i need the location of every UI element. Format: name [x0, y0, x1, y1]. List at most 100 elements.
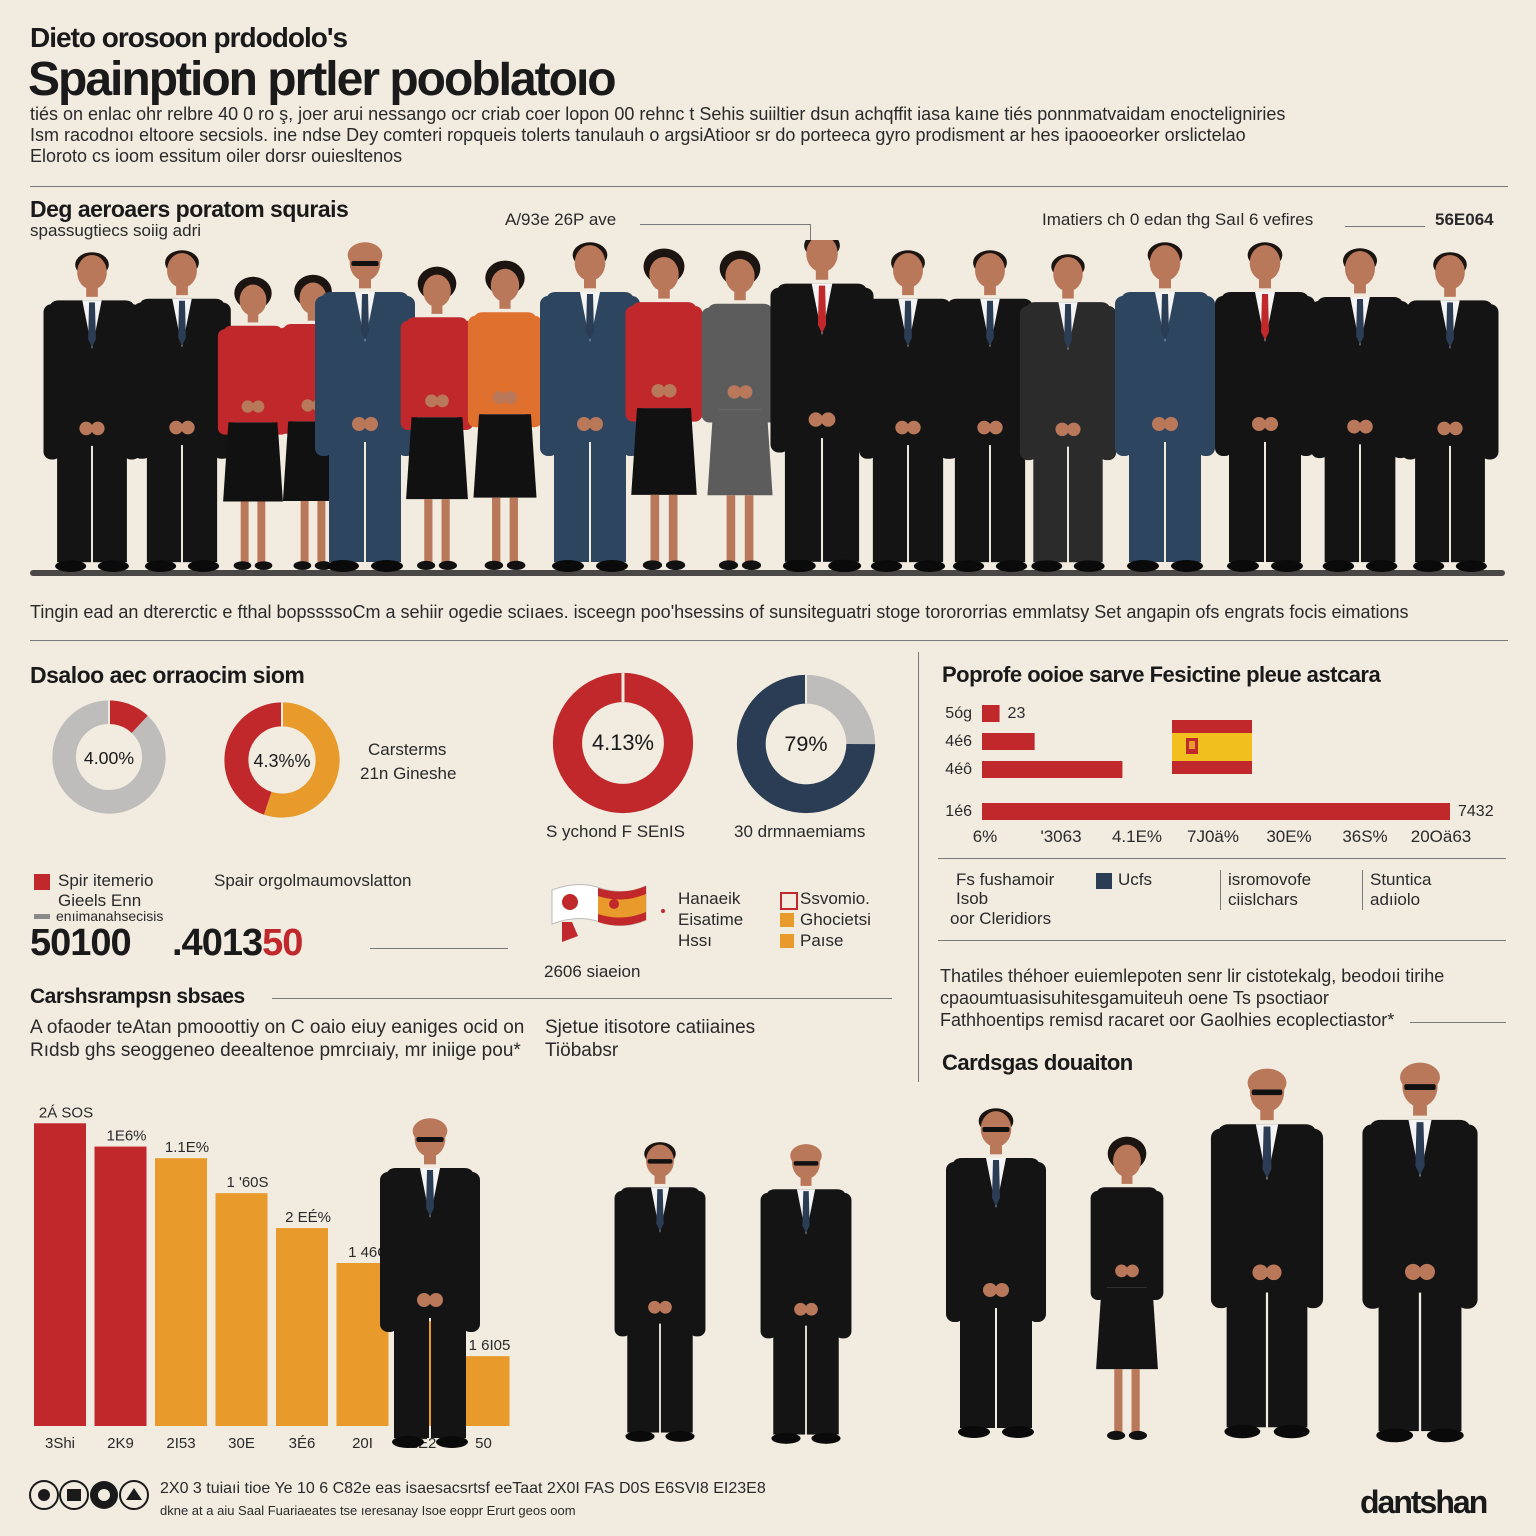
lower-person: [760, 1144, 852, 1444]
vbar-category-label: 20I: [352, 1435, 373, 1452]
people-heading: Deg aeroaers poratom squrais: [30, 196, 349, 222]
right-para-3: Fathhoentips remisd racaret oor Gaolhies…: [940, 1010, 1395, 1030]
stat-sublabel-1: Gieels Enn: [58, 891, 142, 910]
right-legend-swatch-navy: [1096, 873, 1112, 889]
right-legend-4b: adıiolo: [1370, 890, 1421, 909]
key-swatch-red: [780, 892, 798, 910]
vbar-value-label: 1E6%: [106, 1128, 146, 1145]
donut-chart-3: 4.13%: [552, 672, 694, 814]
hbar-x-tick: 36S%: [1342, 827, 1387, 846]
lower-left-heading-rule: [272, 998, 892, 999]
right-legend-1: Fs fushamoir: [956, 870, 1055, 889]
right-legend-3: isromovofe: [1228, 870, 1312, 889]
vbar-value-label: 1 46O: [348, 1244, 389, 1261]
vbar-bar: [215, 1193, 268, 1426]
people-caption: Tingin ead an dtererctic e fthal bopssss…: [30, 602, 1409, 622]
footer-line-1: 2X0 3 tuiaıi tioe Ye 10 6 C82e eas isaes…: [160, 1480, 766, 1497]
donut-4-label: 79%: [784, 731, 827, 756]
intro-line-1: tiés on enlac ohr relbre 40 0 ro ş, joer…: [30, 104, 1286, 124]
stat-legend-1: Spir itemerio: [58, 871, 154, 890]
vbar-category-label: 2K9: [107, 1435, 134, 1452]
hbar-bar: [982, 705, 1000, 722]
key-swatch-orange-2: [780, 934, 794, 948]
right-heading: Poprofe ooioe sarve Fesictine pleue astc…: [942, 662, 1381, 687]
page-title: Spainption prtler poobIatoıo: [28, 53, 617, 106]
vbar-category-label: 3É6: [289, 1435, 316, 1452]
lineup-person: [1019, 254, 1117, 572]
vbar-bar: [276, 1228, 328, 1426]
vbar-category-label: 30E: [228, 1435, 255, 1452]
hbar-bar: [982, 761, 1123, 778]
lower-person: [1090, 1136, 1164, 1440]
legend-swatch-red: [34, 874, 50, 890]
people-divider: [30, 640, 1508, 641]
right-legend-divider: [938, 940, 1506, 941]
footer-icon-1: [29, 1480, 59, 1510]
hbar-x-tick: 4.1E%: [1112, 827, 1162, 846]
big-value-2: .401350: [172, 922, 303, 965]
hbar-x-tick: 7J0ä%: [1187, 827, 1239, 846]
vbar-value-label: 1.1E%: [165, 1139, 209, 1156]
big-value-1: 50100: [30, 922, 132, 965]
hbar-x-tick: 6%: [973, 827, 998, 846]
key-3: Paıse: [800, 931, 844, 950]
header-divider: [30, 186, 1508, 187]
right-legend-4: Stuntica: [1370, 870, 1432, 889]
hbar-category-label: 5óg: [945, 705, 972, 722]
right-chart-divider: [938, 858, 1506, 859]
footer-icon-4: [119, 1480, 149, 1510]
donut-caption-2: 30 drmnaemiams: [734, 822, 866, 841]
lineup-person: [467, 260, 543, 570]
people-lineup: [30, 240, 1505, 576]
vbar-value-label: 2 EÉ%: [285, 1209, 331, 1226]
vbar-bar: [34, 1123, 86, 1426]
intro-line-3: Eloroto cs ioom essitum oiler dorsr ouie…: [30, 146, 403, 166]
flag-legend-1: Hanaeik: [678, 889, 741, 908]
lineup-person: [1310, 248, 1410, 572]
big-value-2-text: .4013: [172, 922, 263, 964]
donut-heading: Dsaloo aec orraocim siom: [30, 662, 305, 688]
lower-person: [1210, 1068, 1324, 1439]
right-para-2: cpaoumtuasisuhitesgamuiteuh oene Ts psoc…: [940, 988, 1329, 1008]
hbar-category-label: 1é6: [945, 803, 972, 820]
right-para-rule: [1410, 1022, 1506, 1023]
intro-line-2: Ism racodnoı eltoore secsiols. ine ndse …: [30, 125, 1246, 145]
vbar-bar: [336, 1263, 389, 1426]
key-1: Ssvomio.: [800, 889, 870, 908]
men-in-suits-group-right: [946, 1062, 1478, 1443]
stat-legend-2: Spair orgolmaumovslatton: [214, 871, 412, 890]
stat-underline: [370, 948, 508, 949]
lineup-person: [770, 240, 874, 573]
lower-person: [614, 1142, 706, 1442]
people-subheading: spassugtiecs soiig adri: [30, 221, 202, 240]
hbar-category-label: 4é6: [945, 733, 972, 750]
legend-swatch-grey: [34, 914, 50, 919]
key-2: Ghocietsi: [800, 910, 871, 929]
hbar-x-tick: '3063: [1040, 827, 1081, 846]
lineup-person: [133, 250, 231, 572]
lower-left-heading: Carshsrampsn sbsaes: [30, 985, 245, 1008]
right-legend-1c: oor Cleridiors: [950, 909, 1052, 928]
lineup-person: [1215, 242, 1315, 572]
header-kicker: Dieto orosoon prdodolo's: [30, 22, 348, 53]
hbar-value-label: 7432: [1458, 803, 1494, 820]
side-note-2: Tiöbabsr: [545, 1040, 619, 1061]
horizontal-bar-chart: 5óg 23 4é6 4éô 1é6 7432 6% '3063 4.1E% 7J0ä% 30E% 3…: [945, 705, 1494, 846]
footer-line-2: dkne at a aiu Saal Fuariaeates tse ıeres…: [160, 1503, 576, 1518]
footer-icons: [29, 1480, 149, 1510]
hbar-category-label: 4éô: [945, 761, 972, 778]
lower-person: [1362, 1062, 1478, 1443]
right-legend-sep-1: [1220, 870, 1221, 910]
callout-left-leader: [810, 224, 811, 254]
lineup-person: [701, 250, 779, 570]
men-in-suits-group-left: [380, 1118, 852, 1448]
side-note-1: Sjetue itisotore catiiaines: [545, 1017, 756, 1038]
right-legend-sep-2: [1362, 870, 1363, 910]
people-callout-left: A/93e 26P ave: [505, 210, 617, 229]
donut-side-label-1: Carsterms: [368, 740, 447, 759]
hbar-x-tick: 30E%: [1266, 827, 1311, 846]
people-callout-right: Imatiers ch 0 edan thg Saıl 6 vefires: [1042, 210, 1314, 229]
lineup-person: [1401, 252, 1499, 572]
lower-person: [946, 1108, 1046, 1438]
lineup-person: [625, 248, 703, 570]
